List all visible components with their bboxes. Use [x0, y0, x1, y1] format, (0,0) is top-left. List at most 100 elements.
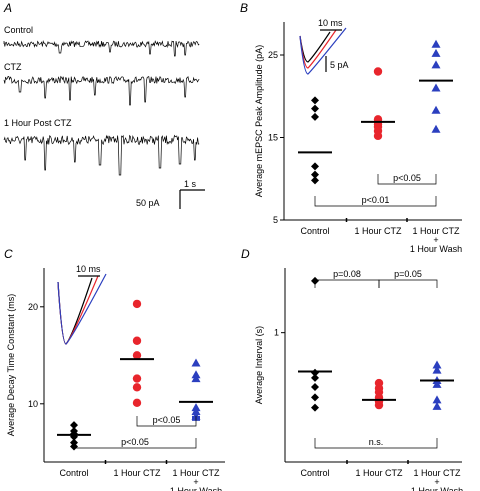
x-tick-label: 1 Hour CTZ: [355, 468, 403, 478]
x-tick-label: 1 Hour CTZ: [354, 226, 402, 236]
data-point: [432, 379, 442, 388]
data-point: [311, 373, 319, 382]
x-tick-label-line: 1 Hour CTZ: [354, 226, 402, 236]
trace-control: [3, 40, 200, 57]
data-point: [191, 407, 201, 416]
x-tick-label-line: Control: [300, 226, 329, 236]
x-tick-label-line: Control: [300, 468, 329, 478]
sig-label: n.s.: [369, 437, 384, 447]
trace-label-post-ctz: 1 Hour Post CTZ: [4, 118, 72, 128]
data-point: [70, 421, 78, 430]
sig-bracket: [314, 438, 438, 449]
y-axis-label: Average Decay Time Constant (ms): [6, 294, 16, 436]
sig-bracket: [314, 196, 437, 207]
trace-label-control: Control: [4, 25, 33, 35]
x-tick-label-line: 1 Hour Wash: [410, 244, 462, 254]
data-point: [374, 400, 384, 410]
data-point: [373, 131, 383, 141]
inset-scale-time-label: 10 ms: [318, 18, 343, 28]
panel-c-letter: C: [4, 247, 13, 261]
x-tick-label: 1 Hour CTZ +1 Hour Wash: [411, 468, 463, 491]
data-point: [311, 96, 319, 105]
x-tick-label: Control: [300, 468, 329, 478]
data-point: [431, 39, 441, 48]
x-tick-label-line: 1 Hour CTZ: [413, 468, 461, 478]
y-tick-label: 10: [28, 399, 38, 409]
sig-bracket: [314, 279, 380, 288]
panel-a: A Control CTZ 1 Hour Post CTZ 1 s 50 pA: [3, 1, 205, 209]
data-point: [311, 112, 319, 121]
x-tick-label-line: +: [434, 477, 439, 487]
sig-label: p<0.05: [153, 415, 181, 425]
data-point: [432, 360, 442, 369]
data-point: [311, 170, 319, 179]
data-point: [132, 336, 142, 345]
data-point: [431, 83, 441, 92]
data-point: [311, 393, 319, 402]
inset-trace: [299, 27, 347, 75]
data-point: [431, 124, 441, 133]
inset-trace: [57, 275, 99, 345]
inset-scale-time-label: 10 ms: [76, 264, 101, 274]
scale-amp-label: 50 pA: [136, 198, 160, 208]
sig-bracket: [136, 416, 197, 427]
data-point: [373, 67, 383, 76]
data-point: [132, 351, 142, 360]
x-tick-label: 1 Hour CTZ +1 Hour Wash: [410, 226, 462, 254]
sig-bracket: [378, 279, 438, 288]
x-tick-label: 1 Hour CTZ: [113, 468, 161, 478]
data-point: [132, 383, 142, 392]
trace-post-ctz: [3, 134, 200, 176]
data-point: [132, 299, 142, 309]
scale-time-label: 1 s: [184, 179, 197, 189]
panel-d-letter: D: [241, 247, 250, 261]
data-point: [311, 382, 319, 391]
data-point: [432, 395, 442, 404]
y-tick-label: 20: [28, 302, 38, 312]
x-tick-label-line: 1 Hour CTZ: [113, 468, 161, 478]
data-point: [311, 104, 319, 113]
x-tick-label-line: 1 Hour Wash: [411, 486, 463, 491]
data-point: [432, 401, 442, 410]
sig-label: p=0.05: [394, 269, 422, 279]
data-point: [132, 398, 142, 408]
y-tick-label: 5: [273, 215, 278, 225]
data-point: [311, 403, 319, 412]
trace-ctz: [3, 75, 200, 106]
x-tick-label-line: +: [433, 235, 438, 245]
sig-label: p=0.08: [333, 269, 361, 279]
sig-label: p<0.05: [393, 173, 421, 183]
x-tick-label: Control: [59, 468, 88, 478]
inset-scale-amp-label: 5 pA: [330, 60, 349, 70]
x-tick-label-line: 1 Hour Wash: [170, 486, 222, 491]
panel-a-letter: A: [3, 1, 12, 15]
data-point: [191, 374, 201, 383]
y-axis-label: Average mEPSC Peak Amplitude (pA): [254, 45, 264, 197]
x-tick-label: 1 Hour CTZ +1 Hour Wash: [170, 468, 222, 491]
data-point: [311, 162, 319, 171]
data-point: [311, 176, 319, 185]
sig-bracket: [377, 174, 437, 185]
x-tick-label-line: 1 Hour CTZ: [412, 226, 460, 236]
x-tick-label: Control: [300, 226, 329, 236]
x-tick-label-line: 1 Hour CTZ: [355, 468, 403, 478]
panel-c: C 10 20 Average Decay Time Constant (ms) Con…: [4, 247, 225, 491]
sig-bracket: [73, 438, 197, 449]
sig-label: p<0.05: [121, 437, 149, 447]
y-tick-label: 25: [268, 50, 278, 60]
sig-label: p<0.01: [362, 195, 390, 205]
y-axis-label: Average Interval (s): [254, 326, 264, 404]
data-point: [191, 358, 201, 367]
scale-bar: 1 s 50 pA: [136, 179, 205, 209]
y-tick-label: 15: [268, 133, 278, 143]
panel-b: B 5 15 25 Average mEPSC Peak Amplitude (pA) C…: [240, 1, 462, 254]
data-point: [432, 365, 442, 374]
data-point: [431, 60, 441, 69]
x-tick-label-line: +: [193, 477, 198, 487]
inset-trace: [57, 273, 107, 345]
data-point: [431, 48, 441, 57]
y-tick-label: 1: [274, 328, 279, 338]
x-tick-label-line: Control: [59, 468, 88, 478]
trace-label-ctz: CTZ: [4, 62, 22, 72]
